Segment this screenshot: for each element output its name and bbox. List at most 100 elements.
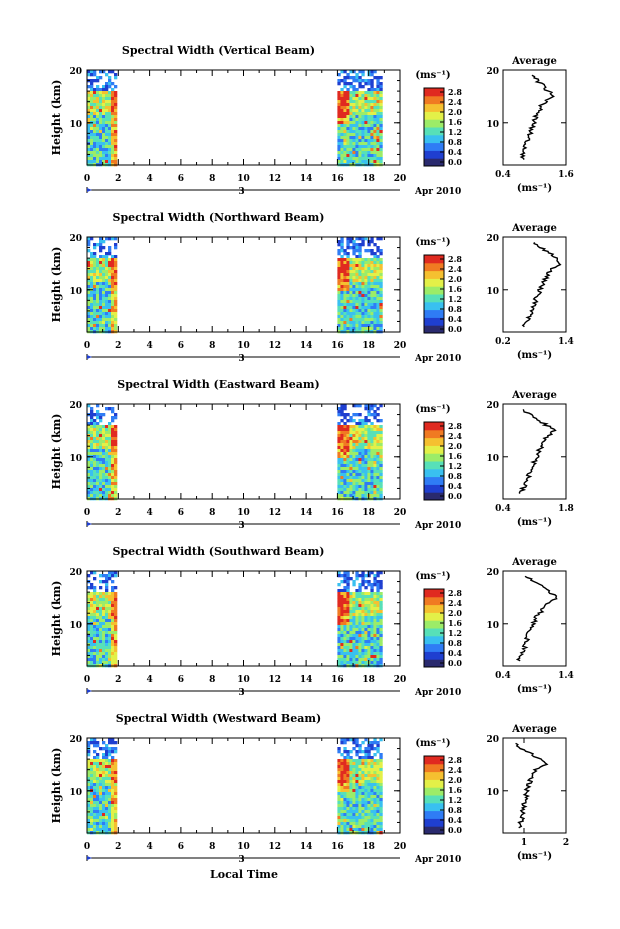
heatmap-cell (87, 619, 91, 623)
heatmap-cell (96, 613, 100, 617)
heatmap-cell (346, 294, 350, 298)
heatmap-cell (102, 777, 106, 781)
heatmap-cell (361, 130, 365, 134)
heatmap-cell (114, 795, 118, 799)
heatmap-cell (379, 115, 383, 119)
heatmap-cell (361, 786, 365, 790)
heatmap-cell (337, 157, 341, 161)
heatmap-cell (337, 303, 341, 307)
heatmap-cell (355, 446, 359, 450)
heatmap-cell (102, 240, 106, 244)
heatmap-cell (361, 437, 365, 441)
heatmap-cell (90, 780, 94, 784)
heatmap-cell (376, 479, 380, 483)
heatmap-cell (96, 264, 100, 268)
heatmap-cell (349, 264, 353, 268)
heatmap-cell (346, 142, 350, 146)
heatmap-cell (340, 458, 344, 462)
heatmap-cell (376, 470, 380, 474)
heatmap-cell (99, 425, 103, 429)
heatmap-cell (352, 622, 356, 626)
heatmap-cell (346, 455, 350, 459)
colorbar-tick-label: 0.8 (448, 638, 462, 648)
heatmap-cell (99, 780, 103, 784)
heatmap-cell (93, 825, 97, 829)
heatmap-cell (364, 428, 368, 432)
heatmap-cell (114, 136, 118, 140)
colorbar-tick-label: 0.4 (448, 815, 462, 825)
heatmap-cell (379, 461, 383, 465)
heatmap-cell (96, 771, 100, 775)
heatmap-cell (346, 464, 350, 468)
heatmap-cell (373, 452, 377, 456)
heatmap-cell (379, 476, 383, 480)
heatmap-cell (370, 422, 374, 426)
heatmap-cell (349, 774, 353, 778)
heatmap-cell (105, 652, 109, 656)
heatmap-cell (379, 258, 383, 262)
heatmap-cell (96, 652, 100, 656)
heatmap-cell (90, 315, 94, 319)
heatmap-cell (108, 738, 112, 742)
colorbar-unit-label: (ms⁻¹) (415, 70, 450, 81)
heatmap-cell (340, 619, 344, 623)
heatmap-cell (361, 625, 365, 629)
heatmap-cell (358, 819, 362, 823)
heatmap-cell (114, 106, 118, 110)
heatmap-cell (111, 88, 115, 92)
heatmap-cell (349, 139, 353, 143)
heatmap-cell (343, 306, 347, 310)
heatmap-cell (370, 455, 374, 459)
heatmap-cell (108, 473, 112, 477)
heatmap-cell (367, 425, 371, 429)
heatmap-cell (105, 321, 109, 325)
heatmap-cell (87, 598, 91, 602)
heatmap-cell (352, 404, 356, 408)
colorbar-tick-label: 0.4 (448, 648, 462, 658)
heatmap-cell (87, 458, 91, 462)
heatmap-cell (367, 410, 371, 414)
heatmap-cell (376, 759, 380, 763)
heatmap-cell (340, 640, 344, 644)
heatmap-cell (349, 458, 353, 462)
average-x-tick-label: 0.4 (495, 671, 511, 681)
heatmap-cell (102, 634, 106, 638)
heatmap-cell (114, 616, 118, 620)
average-x-tick-label: 1.6 (558, 170, 574, 180)
heatmap-cell (376, 315, 380, 319)
heatmap-cell (355, 431, 359, 435)
heatmap-cell (90, 425, 94, 429)
heatmap-cell (337, 589, 341, 593)
heatmap-cell (352, 312, 356, 316)
heatmap-cell (364, 103, 368, 107)
heatmap-cell (340, 616, 344, 620)
heatmap-cell (370, 124, 374, 128)
heatmap-cell (114, 595, 118, 599)
heatmap-cell (373, 70, 377, 74)
heatmap-cell (373, 768, 377, 772)
heatmap-cell (358, 142, 362, 146)
heatmap-cell (93, 79, 97, 83)
heatmap-cell (96, 130, 100, 134)
heatmap-cell (358, 631, 362, 635)
heatmap-cell (364, 756, 368, 760)
heatmap-cell (111, 315, 115, 319)
heatmap-cell (114, 461, 118, 465)
heatmap-cell (111, 431, 115, 435)
heatmap-cell (102, 136, 106, 140)
heatmap-cell (343, 79, 347, 83)
heatmap-cell (367, 315, 371, 319)
heatmap-cell (111, 601, 115, 605)
heatmap-cell (343, 482, 347, 486)
x-tick-label: 6 (178, 508, 184, 518)
heatmap-cell (361, 470, 365, 474)
heatmap-cell (349, 419, 353, 423)
heatmap-cell (102, 822, 106, 826)
heatmap-cell (379, 771, 383, 775)
heatmap-cell (93, 488, 97, 492)
heatmap-cell (367, 312, 371, 316)
heatmap-cell (352, 154, 356, 158)
heatmap-cell (93, 276, 97, 280)
heatmap-cell (367, 649, 371, 653)
heatmap-cell (358, 619, 362, 623)
